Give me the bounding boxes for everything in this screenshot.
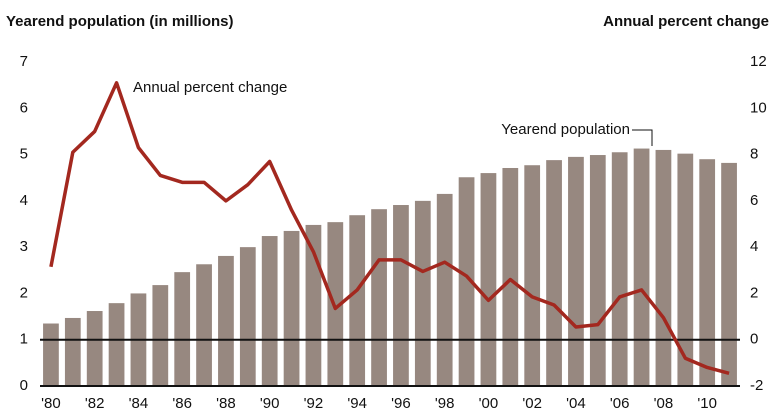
bar bbox=[721, 162, 737, 386]
y2-tick-label: 6 bbox=[750, 192, 758, 209]
x-tick-label: '92 bbox=[304, 395, 324, 412]
bar bbox=[108, 303, 125, 386]
line-annotation: Annual percent change bbox=[133, 79, 287, 96]
bar bbox=[371, 209, 387, 386]
y2-axis-title: Annual percent change bbox=[603, 13, 769, 30]
y2-tick-label: 12 bbox=[750, 53, 767, 70]
bar bbox=[655, 149, 672, 386]
bar bbox=[568, 156, 584, 386]
bar bbox=[349, 215, 366, 386]
bar bbox=[611, 152, 628, 386]
bar bbox=[502, 167, 519, 386]
bar bbox=[196, 264, 212, 386]
y-tick-label: 1 bbox=[20, 331, 28, 348]
y2-tick-label: 8 bbox=[750, 146, 758, 163]
bar bbox=[43, 323, 59, 386]
x-tick-label: '10 bbox=[697, 395, 717, 412]
bar bbox=[283, 230, 300, 386]
y-tick-label: 2 bbox=[20, 284, 28, 301]
annotation-leader bbox=[632, 129, 653, 146]
bar bbox=[393, 205, 409, 386]
bar-annotation: Yearend population bbox=[501, 121, 630, 138]
y-axis-title: Yearend population (in millions) bbox=[6, 13, 234, 30]
y-tick-label: 7 bbox=[20, 53, 28, 70]
bar bbox=[480, 173, 497, 386]
y-tick-label: 3 bbox=[20, 238, 28, 255]
line bbox=[49, 81, 730, 375]
x-tick-label: '98 bbox=[435, 395, 455, 412]
x-tick-label: '00 bbox=[479, 395, 499, 412]
x-tick-label: '90 bbox=[260, 395, 280, 412]
x-tick-label: '96 bbox=[391, 395, 411, 412]
bar bbox=[174, 272, 191, 386]
bar bbox=[436, 193, 453, 386]
x-tick-label: '04 bbox=[566, 395, 586, 412]
bar bbox=[677, 153, 694, 386]
bar bbox=[239, 247, 256, 386]
bar bbox=[524, 165, 541, 386]
y2-tick-label: 4 bbox=[750, 238, 758, 255]
bar bbox=[458, 177, 475, 386]
bar bbox=[414, 200, 431, 386]
bar bbox=[699, 159, 716, 386]
x-tick-label: '06 bbox=[610, 395, 630, 412]
bar bbox=[86, 311, 103, 386]
bar bbox=[261, 236, 278, 386]
x-tick-label: '86 bbox=[172, 395, 192, 412]
y2-tick-label: 0 bbox=[750, 331, 758, 348]
x-tick-label: '94 bbox=[347, 395, 367, 412]
y-tick-label: 5 bbox=[20, 146, 28, 163]
y-tick-label: 0 bbox=[20, 377, 28, 394]
x-tick-label: '80 bbox=[41, 395, 61, 412]
y2-tick-label: -2 bbox=[750, 377, 763, 394]
x-tick-label: '08 bbox=[654, 395, 674, 412]
bar bbox=[589, 155, 606, 386]
bar bbox=[546, 160, 562, 386]
bar bbox=[64, 317, 81, 386]
bar bbox=[218, 255, 234, 386]
bar bbox=[633, 148, 650, 386]
y-tick-label: 6 bbox=[20, 99, 28, 116]
y-tick-label: 4 bbox=[20, 192, 28, 209]
x-tick-label: '88 bbox=[216, 395, 236, 412]
bar bbox=[152, 285, 169, 386]
x-tick-label: '84 bbox=[129, 395, 149, 412]
x-tick-label: '02 bbox=[522, 395, 542, 412]
y2-tick-label: 2 bbox=[750, 284, 758, 301]
y2-tick-label: 10 bbox=[750, 99, 767, 116]
x-tick-label: '82 bbox=[85, 395, 105, 412]
